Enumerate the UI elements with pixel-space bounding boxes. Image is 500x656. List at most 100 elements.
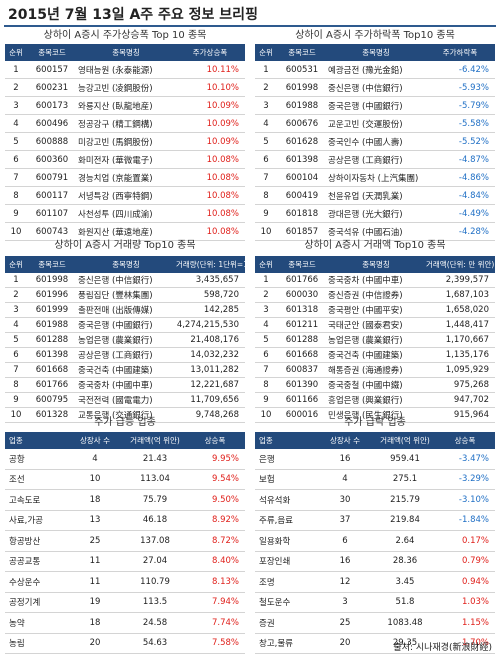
row: 8 600419 천윤유업 (天潤乳業) -4.84% (255, 186, 495, 205)
cell: 7.58% (185, 633, 245, 654)
cell: 공상은행 (工商銀行) (327, 150, 425, 169)
cell: 1,135,176 (425, 347, 495, 363)
cell: 4 (315, 469, 375, 490)
row: 6 601398 공상은행 (工商銀行) 14,032,232 (5, 347, 245, 363)
cell: 능강고빈 (凌鋼股份) (77, 78, 175, 97)
cell: 8.72% (185, 530, 245, 552)
cell: 600676 (277, 114, 327, 133)
row: 조선 10 113.04 9.54% (5, 469, 245, 490)
cell: 화미전자 (華微電子) (77, 150, 175, 169)
row: 공공교통 11 27.04 8.40% (5, 551, 245, 572)
cell: 국전전력 (國電電力) (77, 392, 175, 408)
cell: 정공강구 (精工鋼構) (77, 114, 175, 133)
table-title: 주가 급락 업종 (344, 417, 406, 428)
cell: 25 (65, 530, 125, 552)
cell: -4.28% (425, 222, 495, 241)
row: 창고,물류 20 29.35 1.70% (255, 633, 495, 654)
cell: 601988 (277, 96, 327, 115)
cell: 12 (315, 571, 375, 593)
cell: 10.09% (175, 114, 245, 133)
header-row: 순위 종목코드 종목명칭 주가상승폭 (5, 44, 245, 61)
cell: -4.49% (425, 204, 495, 223)
row: 4 600496 정공강구 (精工鋼構) 10.09% (5, 114, 245, 133)
table: 순위 종목코드 종목명칭 주가상승폭 1 600157 영태능원 (永泰能源) 10.11% 2… (5, 44, 245, 241)
cell: 철도운수 (255, 592, 315, 613)
header-cell: 주가하락폭 (425, 44, 495, 61)
cell: 사료,가공 (5, 510, 65, 531)
cell: 600496 (27, 114, 77, 133)
cell: 1,095,929 (425, 362, 495, 378)
row: 6 600360 화미전자 (華微電子) 10.08% (5, 150, 245, 169)
cell: 601998 (277, 78, 327, 97)
cell: 중국인수 (中國人壽) (327, 132, 425, 151)
cell: 10.09% (175, 132, 245, 151)
cell: 9.50% (185, 489, 245, 511)
row: 주류,음료 37 219.84 -1.84% (255, 510, 495, 531)
table-title: 상하이 A증시 거래액 Top10 종목 (304, 240, 446, 251)
header-cell: 종목명칭 (77, 44, 175, 61)
cell: 1 (255, 61, 277, 79)
header-cell: 종목명칭 (77, 256, 175, 273)
cell: 8 (5, 377, 27, 393)
cell: 27.04 (125, 551, 185, 572)
cell: 10.08% (175, 168, 245, 187)
cell: 1.15% (435, 612, 495, 634)
header-cell: 순위 (5, 44, 27, 61)
cell: 1083.48 (375, 612, 435, 634)
row: 9 600795 국전전력 (國電電力) 11,709,656 (5, 392, 245, 408)
cell: 2 (5, 287, 27, 303)
header-cell: 종목명칭 (327, 256, 425, 273)
cell: 16 (315, 449, 375, 470)
cell: 4 (65, 449, 125, 470)
cell: 7 (255, 362, 277, 378)
cell: -5.58% (425, 114, 495, 133)
row: 10 600743 화원지산 (華遠地産) 10.08% (5, 222, 245, 241)
cell: 601668 (27, 362, 77, 378)
cell: 1,448,417 (425, 317, 495, 333)
table: 업종 상장사 수 거래액(억 위안) 상승폭 은행 16 959.41 -3.47% 보험 4 27… (255, 432, 495, 654)
row: 3 601318 중국평안 (中國平安) 1,658,020 (255, 302, 495, 318)
row: 3 600173 와룡지산 (臥龍地産) 10.09% (5, 96, 245, 115)
cell: 주류,음료 (255, 510, 315, 531)
table-section: 상하이 A증시 거래량 Top10 종목 순위 종목코드 종목명칭 거래량(단위: 1단… (5, 236, 245, 423)
cell: 4 (5, 317, 27, 333)
cell: -3.47% (435, 449, 495, 470)
cell: 8 (255, 186, 277, 205)
cell: -1.84% (435, 510, 495, 531)
row: 2 601996 풍림집단 (豐林集團) 598,720 (5, 287, 245, 303)
cell: 7.94% (185, 592, 245, 613)
cell: 600117 (27, 186, 77, 205)
cell: 600531 (277, 61, 327, 79)
row: 농림 20 54.63 7.58% (5, 633, 245, 654)
cell: 600104 (277, 168, 327, 187)
cell: 5 (5, 332, 27, 348)
cell: 110.79 (125, 571, 185, 593)
cell: 600360 (27, 150, 77, 169)
cell: 10.10% (175, 78, 245, 97)
cell: 601166 (277, 392, 327, 408)
cell: 600016 (277, 407, 327, 423)
cell: 18 (65, 489, 125, 511)
cell: 10.11% (175, 61, 245, 79)
cell: 1.70% (435, 633, 495, 654)
row: 1 601766 중국중차 (中國中車) 2,399,577 (255, 273, 495, 288)
header-cell: 종목코드 (277, 44, 327, 61)
row: 2 600030 중신증권 (中信證券) 1,687,103 (255, 287, 495, 303)
cell: 중국중차 (中國中車) (77, 377, 175, 393)
cell: 창고,물류 (255, 633, 315, 654)
cell: 600837 (277, 362, 327, 378)
row: 8 601766 중국중차 (中國中車) 12,221,687 (5, 377, 245, 393)
cell: 959.41 (375, 449, 435, 470)
cell: 1,658,020 (425, 302, 495, 318)
cell: 보험 (255, 469, 315, 490)
cell: 2 (255, 78, 277, 97)
cell: 600419 (277, 186, 327, 205)
row: 4 600676 교운고빈 (交運股份) -5.58% (255, 114, 495, 133)
cell: 항공방산 (5, 530, 65, 552)
cell: 영태능원 (永泰能源) (77, 61, 175, 79)
header-cell: 거래액(단위: 만 위안) (425, 256, 495, 273)
cell: 천윤유업 (天潤乳業) (327, 186, 425, 205)
row: 7 600837 해통증권 (海通證券) 1,095,929 (255, 362, 495, 378)
header-cell: 종목코드 (277, 256, 327, 273)
cell: 113.04 (125, 469, 185, 490)
